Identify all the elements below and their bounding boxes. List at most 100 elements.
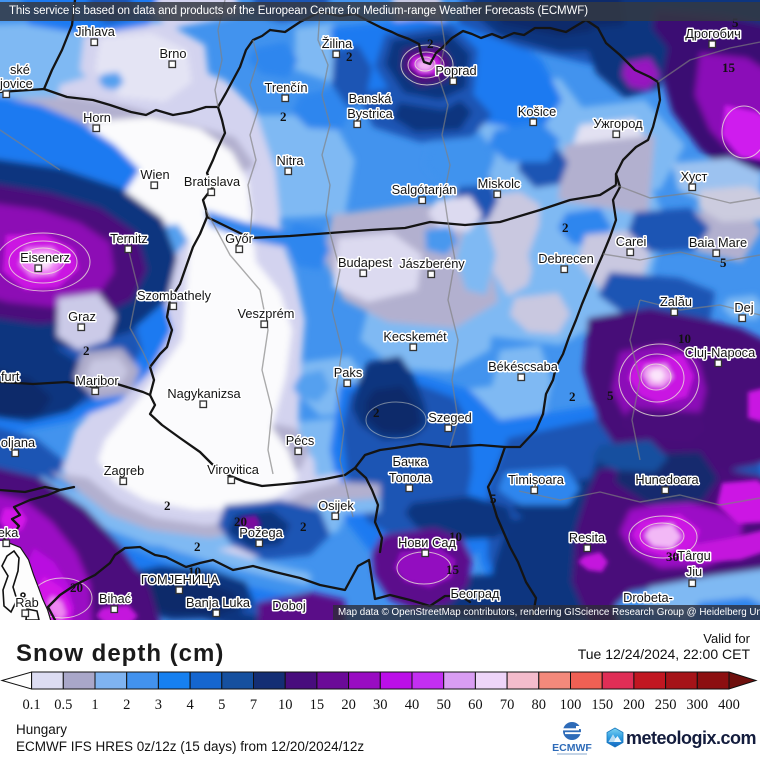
svg-text:2: 2	[569, 389, 576, 404]
svg-text:2: 2	[346, 49, 353, 64]
svg-text:Miskolc: Miskolc	[478, 176, 521, 191]
svg-text:furt: furt	[1, 369, 20, 384]
svg-text:10: 10	[678, 331, 691, 346]
svg-text:60: 60	[468, 697, 483, 713]
svg-text:Dej: Dej	[734, 300, 753, 315]
svg-text:Szombathely: Szombathely	[137, 288, 212, 303]
svg-text:Drobeta-: Drobeta-	[623, 590, 673, 605]
svg-text:200: 200	[623, 697, 645, 713]
svg-text:Győr: Győr	[225, 231, 253, 246]
svg-text:400: 400	[718, 697, 740, 713]
svg-text:Virovitica: Virovitica	[207, 462, 260, 477]
svg-text:eka: eka	[0, 525, 19, 540]
svg-text:15: 15	[722, 60, 736, 75]
svg-text:Graz: Graz	[68, 309, 96, 324]
svg-text:50: 50	[436, 697, 451, 713]
svg-text:Бачка: Бачка	[393, 454, 429, 469]
svg-text:Zagreb: Zagreb	[104, 463, 145, 478]
svg-text:Horn: Horn	[83, 110, 111, 125]
svg-text:Bystrica: Bystrica	[347, 106, 393, 121]
svg-text:Jiu: Jiu	[686, 564, 702, 579]
svg-text:2: 2	[373, 405, 380, 420]
svg-text:Požega: Požega	[239, 525, 283, 540]
svg-text:Budapest: Budapest	[338, 255, 393, 270]
svg-text:Banja Luka: Banja Luka	[186, 595, 251, 610]
svg-text:300: 300	[686, 697, 708, 713]
svg-text:Ternitz: Ternitz	[110, 231, 148, 246]
svg-text:Baia Mare: Baia Mare	[689, 235, 747, 250]
svg-text:5: 5	[218, 697, 225, 713]
svg-text:5: 5	[720, 255, 727, 270]
svg-text:Pécs: Pécs	[286, 433, 314, 448]
svg-text:2: 2	[280, 109, 287, 124]
svg-text:Топола: Топола	[389, 470, 432, 485]
svg-text:150: 150	[591, 697, 613, 713]
svg-text:ECMWF: ECMWF	[552, 742, 592, 754]
svg-text:20: 20	[341, 697, 356, 713]
svg-text:Zalău: Zalău	[660, 294, 692, 309]
svg-text:Београд: Београд	[450, 586, 500, 601]
svg-text:2: 2	[123, 697, 130, 713]
svg-text:Banská: Banská	[349, 91, 393, 106]
svg-text:Bihać: Bihać	[99, 591, 132, 606]
svg-text:2: 2	[562, 220, 569, 235]
svg-text:Carei: Carei	[616, 234, 647, 249]
svg-text:Nitra: Nitra	[276, 153, 304, 168]
svg-text:Osijek: Osijek	[318, 498, 354, 513]
svg-text:2: 2	[164, 498, 171, 513]
svg-text:70: 70	[500, 697, 515, 713]
svg-text:Hunedoara: Hunedoara	[635, 472, 699, 487]
svg-text:Paks: Paks	[334, 365, 362, 380]
svg-text:Eisenerz: Eisenerz	[20, 250, 70, 265]
svg-text:10: 10	[278, 697, 293, 713]
svg-text:15: 15	[310, 697, 325, 713]
svg-text:0.5: 0.5	[54, 697, 72, 713]
svg-text:Târgu: Târgu	[677, 548, 710, 563]
svg-text:5: 5	[732, 15, 739, 30]
svg-text:Wien: Wien	[140, 167, 169, 182]
svg-text:7: 7	[250, 697, 257, 713]
svg-text:jovice: jovice	[0, 76, 33, 91]
svg-text:Veszprém: Veszprém	[238, 306, 295, 321]
svg-text:15: 15	[446, 562, 460, 577]
svg-text:0.1: 0.1	[23, 697, 41, 713]
svg-text:Doboj: Doboj	[272, 598, 305, 613]
svg-text:2: 2	[300, 519, 307, 534]
svg-text:100: 100	[560, 697, 582, 713]
svg-text:oljana: oljana	[1, 435, 36, 450]
svg-text:40: 40	[405, 697, 420, 713]
svg-text:Jászberény: Jászberény	[399, 256, 465, 271]
svg-text:2: 2	[83, 343, 90, 358]
svg-text:Jihlava: Jihlava	[75, 24, 116, 39]
svg-text:meteologix.com: meteologix.com	[626, 728, 756, 748]
svg-text:10: 10	[188, 564, 201, 579]
svg-text:ГОМЈЕНИЦА: ГОМЈЕНИЦА	[141, 572, 220, 587]
svg-text:ské: ské	[10, 62, 30, 77]
svg-text:20: 20	[234, 514, 247, 529]
svg-text:Békéscsaba: Békéscsaba	[488, 359, 559, 374]
svg-text:2: 2	[194, 539, 201, 554]
svg-text:10: 10	[449, 529, 462, 544]
svg-text:Нови Сад: Нови Сад	[398, 535, 456, 550]
svg-text:Trenčín: Trenčín	[265, 80, 308, 95]
svg-text:Bratislava: Bratislava	[184, 174, 241, 189]
svg-text:Žilina: Žilina	[322, 36, 353, 51]
svg-text:20: 20	[70, 580, 83, 595]
svg-text:4: 4	[186, 697, 194, 713]
svg-text:Resita: Resita	[569, 530, 606, 545]
svg-text:Salgótarján: Salgótarján	[392, 182, 457, 197]
svg-text:1: 1	[91, 697, 98, 713]
svg-text:Poprad: Poprad	[435, 63, 476, 78]
svg-text:Maribor: Maribor	[75, 373, 119, 388]
svg-text:Ужгород: Ужгород	[593, 116, 643, 131]
svg-text:Debrecen: Debrecen	[538, 251, 594, 266]
svg-text:Szeged: Szeged	[428, 410, 471, 425]
svg-text:Košice: Košice	[518, 104, 556, 119]
svg-text:Дрогобич: Дрогобич	[685, 26, 741, 41]
svg-text:Cluj-Napoca: Cluj-Napoca	[685, 345, 756, 360]
svg-text:80: 80	[532, 697, 547, 713]
svg-text:5: 5	[490, 491, 497, 506]
svg-text:30: 30	[373, 697, 388, 713]
svg-text:3: 3	[155, 697, 162, 713]
svg-text:Timișoara: Timișoara	[508, 472, 565, 487]
